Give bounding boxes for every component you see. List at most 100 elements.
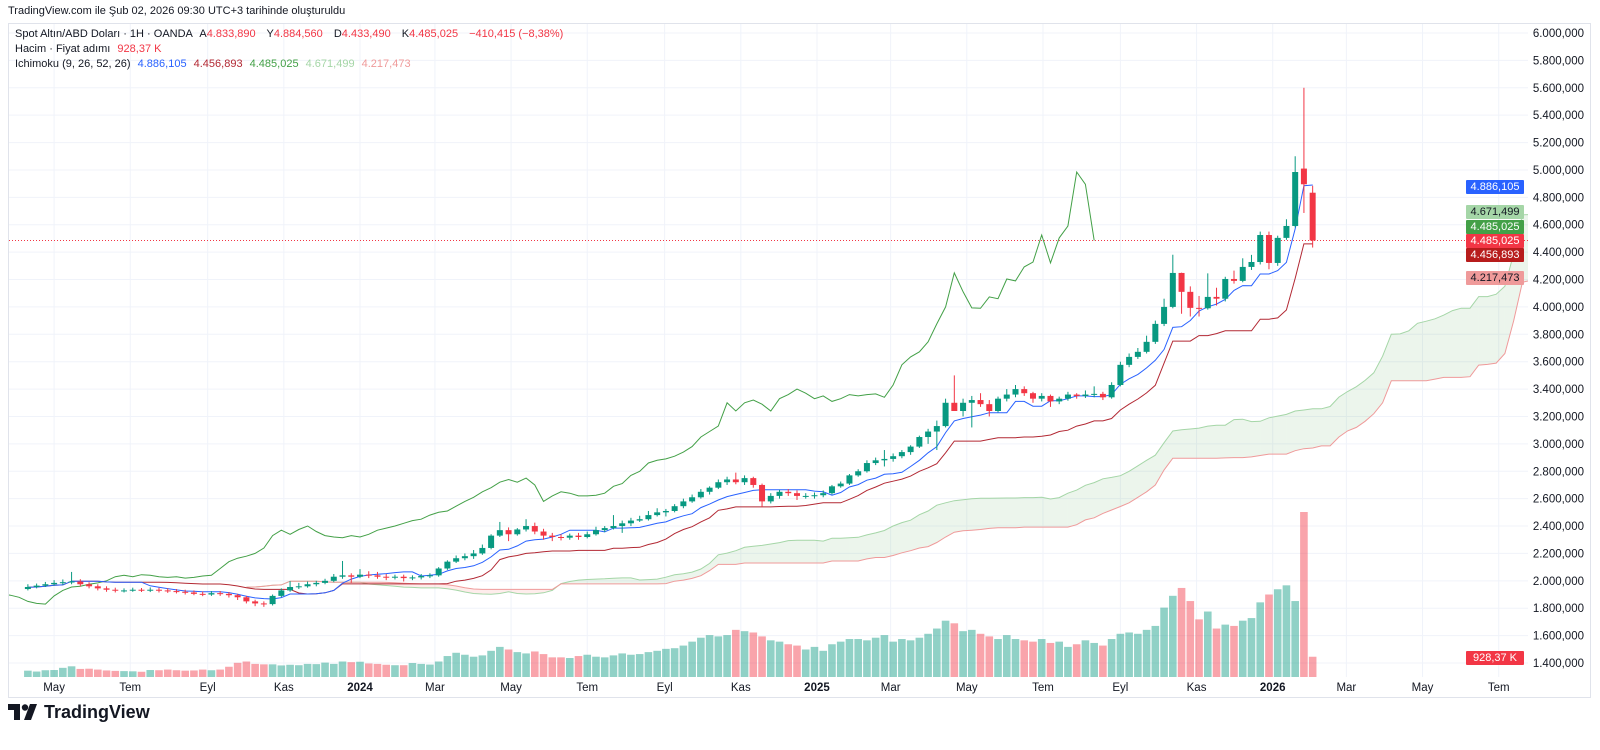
candle [654, 508, 661, 517]
volume-bar [329, 663, 338, 677]
candle-body [435, 568, 442, 576]
volume-bar [1090, 642, 1098, 677]
volume-bar [172, 670, 181, 677]
candle-body [1257, 235, 1264, 262]
candle-body [68, 581, 75, 583]
candle-body [1309, 192, 1316, 241]
candle [322, 578, 329, 585]
candle [479, 544, 486, 555]
tradingview-logo[interactable]: TradingView [8, 700, 150, 724]
chart-pane[interactable] [8, 23, 1591, 698]
cloud-segment [919, 510, 929, 548]
candle [820, 490, 827, 498]
candle [1196, 295, 1203, 317]
candle [304, 581, 311, 588]
candle-body [164, 590, 171, 592]
cloud-segment [1032, 497, 1042, 528]
price-tick-label: 5.000,000 [1533, 165, 1584, 177]
candle [619, 520, 626, 533]
candle [1178, 272, 1185, 314]
candle-body [1213, 296, 1220, 299]
volume-bar [373, 663, 382, 677]
candle-body [523, 526, 530, 530]
price-tick-label: 2.200,000 [1533, 548, 1584, 560]
candle [435, 567, 442, 577]
candle-body [977, 400, 984, 405]
volume-bar [1029, 641, 1037, 677]
volume-indicator-name[interactable]: Hacim · Fiyat adımı [15, 43, 111, 55]
candle [129, 587, 136, 592]
candle-body [322, 580, 329, 583]
candle [1300, 87, 1307, 213]
plot-area [9, 87, 1528, 677]
candle-body [190, 592, 197, 594]
candle [313, 580, 320, 587]
candle-body [418, 576, 425, 578]
volume-bar [399, 665, 408, 677]
candle-body [243, 597, 250, 602]
cloud-segment [1137, 460, 1147, 498]
cloud-segment [936, 502, 946, 543]
price-tick-label: 6.000,000 [1533, 28, 1584, 40]
volume-bar [277, 665, 286, 677]
cloud-segment [963, 498, 972, 531]
candle-body [942, 402, 949, 427]
volume-bar [565, 658, 574, 677]
candle-body [960, 402, 967, 411]
price-tick-label: 5.400,000 [1533, 110, 1584, 122]
span-b-line [246, 280, 1528, 590]
created-timestamp: TradingView.com ile Şub 02, 2026 09:30 U… [8, 5, 346, 17]
candle [1257, 231, 1264, 265]
candle [531, 522, 538, 535]
candle-body [706, 487, 713, 492]
cloud-segment [1373, 356, 1383, 414]
candle-body [925, 431, 932, 438]
time-tick-label: Tem [576, 682, 598, 694]
volume-bar [242, 661, 251, 677]
candle [811, 492, 818, 499]
candle-body [1178, 272, 1185, 292]
volume-bar [793, 645, 801, 677]
volume-bar [146, 670, 155, 677]
candle [1082, 390, 1089, 398]
candle-body [837, 483, 844, 487]
cloud-segment [1050, 497, 1060, 528]
volume-bar [478, 655, 487, 677]
candle [750, 476, 757, 488]
cloud-segment [797, 540, 806, 564]
high-label: Y [266, 28, 274, 40]
cloud-segment [989, 498, 999, 529]
candle-body [750, 478, 757, 485]
close-label: K [401, 28, 410, 40]
candle [365, 571, 372, 579]
candle-body [872, 460, 879, 464]
time-tick-label: May [956, 682, 978, 694]
candle-body [724, 479, 731, 483]
ichimoku-indicator-name[interactable]: Ichimoku (9, 26, 52, 26) [15, 58, 131, 70]
cloud-segment [499, 589, 509, 594]
volume-bar [391, 665, 399, 677]
volume-bar [76, 668, 85, 677]
candle-body [916, 437, 923, 447]
candle-body [741, 478, 748, 483]
candle-body [488, 535, 495, 548]
volume-bar [898, 639, 906, 677]
volume-bar [1055, 641, 1063, 677]
candle [610, 515, 617, 530]
tenkan-line [27, 184, 1313, 600]
symbol-name[interactable]: Spot Altın/ABD Doları · 1H · OANDA [15, 28, 193, 40]
candle [671, 504, 678, 513]
open-label: A [199, 28, 207, 40]
span-a-value: 4.671,499 [305, 58, 355, 70]
price-tick-label: 1.600,000 [1533, 631, 1584, 643]
volume-bar [1282, 585, 1291, 677]
volume-bar [469, 656, 478, 677]
volume-bar [417, 663, 425, 677]
candle-body [1056, 398, 1063, 402]
price-tick-label: 3.800,000 [1533, 329, 1584, 341]
volume-bar [924, 633, 932, 677]
candle-body [1187, 291, 1194, 308]
cloud-segment [421, 584, 430, 588]
candle [1283, 219, 1290, 240]
